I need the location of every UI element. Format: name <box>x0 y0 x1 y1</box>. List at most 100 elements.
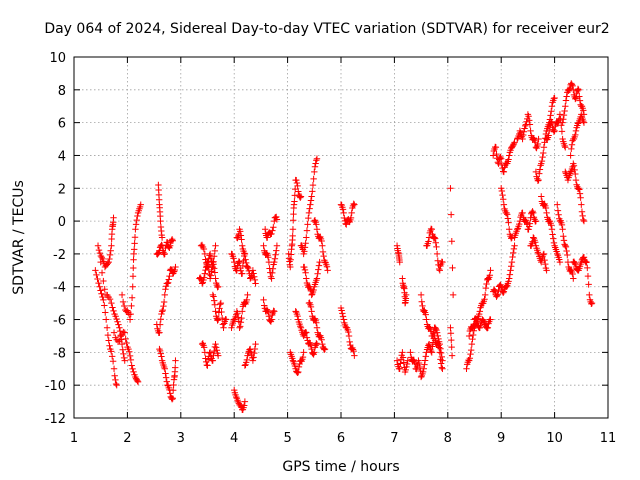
data-point <box>299 353 307 361</box>
x-tick-label: 2 <box>123 431 131 446</box>
data-point <box>128 362 135 369</box>
data-point <box>210 253 218 260</box>
data-point <box>516 220 523 228</box>
data-point <box>305 214 312 222</box>
data-point <box>125 345 132 353</box>
data-point <box>576 97 584 104</box>
data-point <box>110 307 117 315</box>
data-point <box>131 234 139 241</box>
data-point <box>571 259 578 267</box>
data-point <box>448 336 455 344</box>
data-point <box>542 260 549 268</box>
data-point <box>93 271 100 279</box>
data-point <box>339 313 347 320</box>
data-point <box>540 201 548 208</box>
data-point <box>126 348 133 356</box>
data-point <box>535 176 542 184</box>
data-point <box>126 352 134 360</box>
data-point <box>166 272 173 280</box>
data-point <box>103 324 111 331</box>
data-point <box>550 235 557 242</box>
data-point <box>213 347 221 354</box>
data-point <box>109 358 117 365</box>
data-point <box>415 359 423 367</box>
data-point <box>128 294 136 301</box>
data-point <box>251 273 258 280</box>
y-tick-label: -8 <box>53 346 66 361</box>
data-point <box>212 340 219 348</box>
data-point <box>293 179 301 187</box>
data-point <box>313 340 321 348</box>
data-point <box>222 316 230 323</box>
data-point <box>130 264 137 272</box>
data-point <box>162 283 170 290</box>
data-point <box>554 207 562 214</box>
data-point <box>421 361 428 368</box>
data-point <box>577 101 584 108</box>
data-point <box>238 314 245 322</box>
data-point <box>577 194 584 201</box>
data-point <box>348 209 355 217</box>
data-point <box>558 128 566 135</box>
data-point <box>526 220 534 227</box>
data-point <box>568 81 576 88</box>
data-point <box>130 256 137 263</box>
data-point <box>560 111 568 119</box>
data-point <box>156 329 163 336</box>
data-point <box>582 258 589 265</box>
data-point <box>417 373 425 381</box>
data-point <box>207 272 215 279</box>
data-point <box>169 237 176 244</box>
data-point <box>569 270 576 278</box>
data-point <box>210 297 218 304</box>
data-point <box>208 268 215 275</box>
data-point <box>550 128 558 135</box>
data-point <box>526 121 534 128</box>
data-point <box>114 318 121 325</box>
data-point <box>561 142 568 150</box>
data-point <box>500 289 507 296</box>
data-point <box>345 328 352 336</box>
data-point <box>578 208 586 215</box>
data-point <box>435 344 443 351</box>
data-point <box>267 317 274 324</box>
data-points-layer <box>92 80 596 413</box>
data-point <box>522 217 529 225</box>
data-point <box>532 144 540 151</box>
data-point <box>273 247 280 254</box>
data-point <box>576 186 583 193</box>
data-point <box>572 131 579 139</box>
data-point <box>543 209 550 217</box>
x-tick-label: 9 <box>497 431 505 446</box>
data-point <box>211 247 219 255</box>
data-point <box>123 339 130 347</box>
data-point <box>402 291 410 299</box>
data-point <box>154 250 162 257</box>
data-point <box>539 153 546 161</box>
data-point <box>211 301 219 308</box>
data-point <box>510 249 517 257</box>
data-point <box>480 318 488 325</box>
data-point <box>473 316 480 324</box>
data-point <box>243 356 251 364</box>
y-tick-label: -6 <box>53 314 66 329</box>
data-point <box>301 248 308 255</box>
data-point <box>321 258 329 266</box>
data-point <box>572 127 580 135</box>
data-point <box>217 299 225 307</box>
data-point <box>548 108 555 115</box>
data-point <box>237 323 244 330</box>
data-point <box>241 250 249 258</box>
data-point <box>570 86 577 94</box>
data-point <box>321 346 328 353</box>
data-point <box>435 265 443 273</box>
data-point <box>127 310 134 318</box>
data-point <box>312 160 319 167</box>
data-point <box>303 234 310 241</box>
data-point <box>107 247 114 254</box>
data-point <box>339 310 346 317</box>
data-point <box>230 255 237 262</box>
data-point <box>546 127 553 135</box>
data-point <box>542 204 550 212</box>
data-point <box>399 354 407 361</box>
